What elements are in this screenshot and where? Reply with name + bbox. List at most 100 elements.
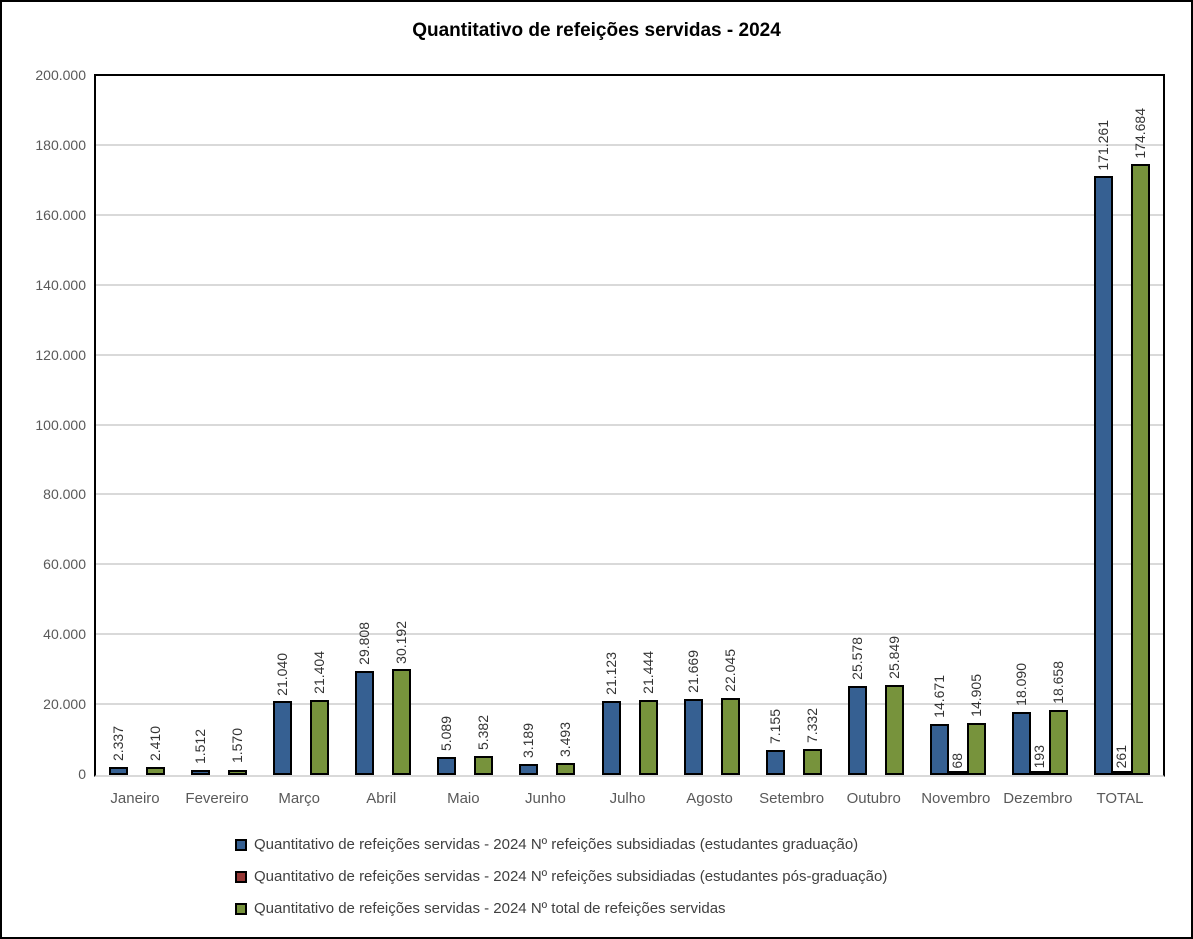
legend-color-swatch-icon bbox=[235, 870, 247, 883]
x-axis-label: Outubro bbox=[846, 790, 901, 807]
bar-value-label: 21.040 bbox=[274, 652, 291, 696]
x-axis-label: Dezembro bbox=[1003, 790, 1073, 807]
x-axis-label: Janeiro bbox=[110, 790, 160, 807]
bar[interactable] bbox=[1130, 164, 1150, 775]
legend-item[interactable]: Quantitativo de refeições servidas - 202… bbox=[235, 868, 887, 885]
x-axis-label: Junho bbox=[524, 790, 566, 807]
x-axis-label: Fevereiro bbox=[185, 790, 249, 807]
bar[interactable] bbox=[966, 722, 986, 775]
bar-value-label: 3.189 bbox=[520, 722, 537, 758]
gridline bbox=[96, 563, 1163, 566]
bar[interactable] bbox=[765, 750, 785, 775]
x-axis-label: Abril bbox=[366, 790, 397, 807]
legend-item[interactable]: Quantitativo de refeições servidas - 202… bbox=[235, 836, 887, 853]
legend-item-label: Quantitativo de refeições servidas - 202… bbox=[254, 900, 726, 917]
bar-value-label: 171.261 bbox=[1094, 119, 1111, 171]
bar-value-label: 22.045 bbox=[721, 649, 738, 692]
bar[interactable] bbox=[556, 762, 576, 775]
bar[interactable] bbox=[474, 756, 494, 775]
bar-value-label: 21.123 bbox=[602, 652, 619, 696]
y-axis-tick-label: 140.000 bbox=[35, 276, 86, 293]
gridline bbox=[96, 353, 1163, 356]
x-axis-label: Julho bbox=[609, 790, 646, 807]
bar[interactable] bbox=[392, 669, 412, 775]
legend-item-label: Quantitativo de refeições servidas - 202… bbox=[254, 868, 888, 885]
bar-value-label: 2.410 bbox=[147, 725, 164, 761]
bar[interactable] bbox=[1048, 709, 1068, 775]
x-axis-label: Agosto bbox=[686, 790, 733, 807]
y-axis-tick-label: 40.000 bbox=[43, 626, 86, 643]
gridline bbox=[96, 493, 1163, 496]
bar[interactable] bbox=[191, 769, 211, 775]
x-axis-label: Maio bbox=[447, 790, 480, 807]
bar-value-label: 25.849 bbox=[885, 635, 902, 679]
y-axis-tick-label: 0 bbox=[78, 766, 86, 782]
legend-color-swatch-icon bbox=[235, 838, 247, 851]
plot-area[interactable]: 2.337 2.410 1.512 1.570 21.040 21.404 29.808 30… bbox=[94, 74, 1165, 777]
legend: Quantitativo de refeições servidas - 202… bbox=[235, 836, 887, 932]
bar[interactable] bbox=[1011, 711, 1031, 775]
legend-color-swatch-icon bbox=[235, 902, 247, 915]
bar-value-label: 5.089 bbox=[438, 716, 455, 752]
bar-value-label: 14.671 bbox=[930, 674, 947, 718]
bar-value-label: 2.337 bbox=[110, 725, 127, 761]
x-axis-label: Março bbox=[278, 790, 321, 807]
bar[interactable] bbox=[355, 670, 375, 775]
bar[interactable] bbox=[601, 701, 621, 775]
y-axis-tick-label: 180.000 bbox=[35, 136, 86, 153]
bar-value-label: 7.332 bbox=[803, 708, 820, 744]
gridline bbox=[96, 143, 1163, 146]
gridline bbox=[96, 283, 1163, 286]
bar[interactable] bbox=[519, 763, 539, 775]
y-axis-tick-label: 200.000 bbox=[35, 67, 86, 83]
bar-value-label: 174.684 bbox=[1131, 107, 1148, 159]
bar-value-label: 25.578 bbox=[848, 636, 865, 680]
bar[interactable] bbox=[1030, 771, 1050, 775]
bar[interactable] bbox=[929, 723, 949, 775]
x-axis-label: Novembro bbox=[921, 790, 991, 807]
bar[interactable] bbox=[720, 697, 740, 775]
bar-value-label: 29.808 bbox=[356, 622, 373, 665]
bar-value-label: 7.155 bbox=[766, 708, 783, 744]
bar-value-label: 5.382 bbox=[475, 715, 492, 751]
legend-item-label: Quantitativo de refeições servidas - 202… bbox=[254, 836, 859, 853]
bar[interactable] bbox=[802, 749, 822, 775]
chart-title: Quantitativo de refeições servidas - 202… bbox=[412, 20, 781, 41]
bar[interactable] bbox=[109, 766, 129, 775]
bar[interactable] bbox=[228, 769, 248, 775]
bar-value-label: 18.658 bbox=[1049, 660, 1066, 704]
y-axis-tick-label: 60.000 bbox=[43, 556, 86, 573]
bar-value-label: 14.905 bbox=[967, 674, 984, 717]
bar[interactable] bbox=[683, 699, 703, 775]
y-axis-tick-label: 20.000 bbox=[43, 696, 86, 713]
bar[interactable] bbox=[437, 757, 457, 775]
gridline bbox=[96, 213, 1163, 216]
x-axis-label: Setembro bbox=[759, 790, 825, 807]
bar-value-label: 30.192 bbox=[393, 620, 410, 664]
gridline bbox=[96, 423, 1163, 426]
bar-value-label: 68 bbox=[949, 753, 966, 769]
y-axis-tick-label: 80.000 bbox=[43, 486, 86, 503]
bar[interactable] bbox=[884, 684, 904, 775]
bar[interactable] bbox=[1093, 176, 1113, 775]
y-axis-tick-label: 120.000 bbox=[35, 346, 86, 363]
bar-value-label: 18.090 bbox=[1012, 662, 1029, 706]
bar[interactable] bbox=[310, 700, 330, 775]
x-axis-label: TOTAL bbox=[1096, 790, 1144, 807]
bar[interactable] bbox=[146, 766, 166, 775]
bar[interactable] bbox=[638, 700, 658, 775]
bar-value-label: 21.669 bbox=[684, 650, 701, 694]
bar-value-label: 21.404 bbox=[311, 651, 328, 695]
bar-value-label: 193 bbox=[1031, 744, 1048, 769]
bar-value-label: 1.512 bbox=[192, 728, 209, 764]
bar[interactable] bbox=[847, 685, 867, 775]
legend-item[interactable]: Quantitativo de refeições servidas - 202… bbox=[235, 900, 887, 917]
y-axis-tick-label: 160.000 bbox=[35, 206, 86, 223]
bar-value-label: 261 bbox=[1113, 744, 1130, 769]
gridline bbox=[96, 633, 1163, 636]
bar[interactable] bbox=[273, 701, 293, 775]
bar[interactable] bbox=[948, 771, 968, 775]
bar-value-label: 1.570 bbox=[229, 728, 246, 764]
bar[interactable] bbox=[1112, 771, 1132, 775]
